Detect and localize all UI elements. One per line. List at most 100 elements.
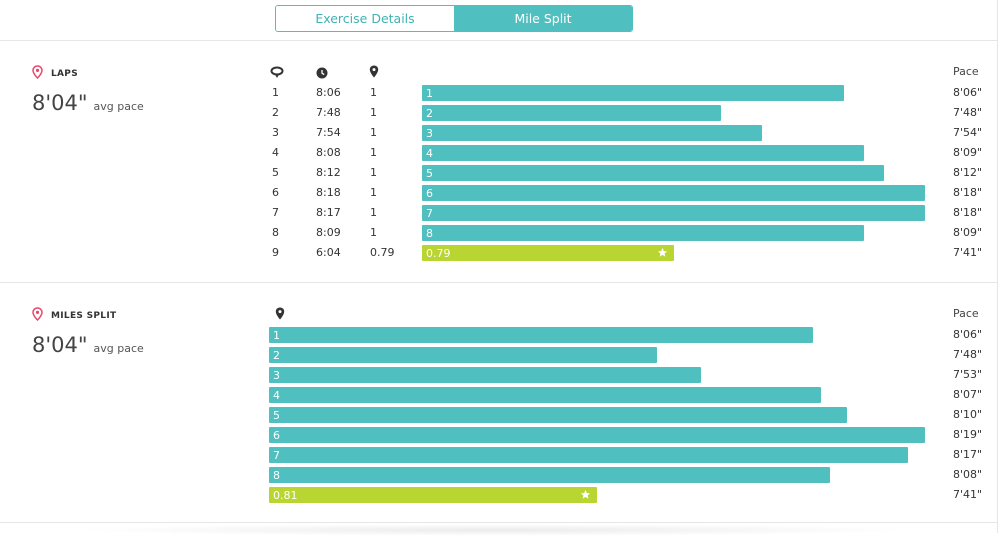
lap-number: 9 [272, 246, 279, 259]
lap-distance: 1 [370, 186, 377, 199]
split-bar: 1 [422, 85, 844, 101]
split-pace: 8'06" [953, 86, 983, 99]
section-divider [0, 282, 998, 283]
split-pace: 7'41" [953, 488, 983, 501]
split-bar-label: 1 [273, 328, 280, 342]
location-pin-icon [32, 65, 51, 82]
lap-distance: 1 [370, 206, 377, 219]
lap-distance: 1 [370, 166, 377, 179]
split-bar-label: 5 [273, 408, 280, 422]
miles-avg-value: 8'04" [32, 333, 88, 357]
partial-split-bar: 0.81 [269, 487, 597, 503]
miles-avg-label: avg pace [93, 342, 144, 355]
mile-split-row: 7 8'17" [0, 445, 998, 465]
lap-number: 7 [272, 206, 279, 219]
split-bar-label: 3 [426, 126, 433, 140]
split-pace: 8'08" [953, 468, 983, 481]
partial-split-bar: 0.79 [422, 245, 674, 261]
split-bar-label: 3 [273, 368, 280, 382]
bottom-divider [0, 522, 998, 523]
top-divider [0, 40, 998, 41]
lap-time: 8:12 [316, 166, 341, 179]
lap-number: 3 [272, 126, 279, 139]
split-pace: 8'09" [953, 226, 983, 239]
lap-row: 8 8:09 1 8 8'09" [0, 223, 998, 243]
lap-row: 6 8:18 1 6 8'18" [0, 183, 998, 203]
lap-row: 1 8:06 1 1 8'06" [0, 83, 998, 103]
clock-icon [316, 64, 328, 83]
lap-row: 3 7:54 1 3 7'54" [0, 123, 998, 143]
lap-time: 7:54 [316, 126, 341, 139]
split-bar: 2 [422, 105, 722, 121]
tab-bar: Exercise Details Mile Split [275, 5, 633, 32]
lap-time: 8:18 [316, 186, 341, 199]
split-bar-label: 7 [426, 206, 433, 220]
location-pin-icon [369, 63, 379, 82]
split-bar: 3 [269, 367, 701, 383]
split-pace: 8'12" [953, 166, 983, 179]
lap-row: 9 6:04 0.79 0.79 7'41" [0, 243, 998, 263]
tab-mile-split[interactable]: Mile Split [454, 6, 632, 31]
split-pace: 8'09" [953, 146, 983, 159]
split-pace: 7'48" [953, 106, 983, 119]
split-bar-label: 6 [426, 186, 433, 200]
mile-split-row: 6 8'19" [0, 425, 998, 445]
split-bar-label: 0.81 [273, 488, 298, 502]
mile-split-row: 4 8'07" [0, 385, 998, 405]
split-bar-label: 7 [273, 448, 280, 462]
miles-split-title: MILES SPLIT [32, 307, 116, 324]
lap-number: 4 [272, 146, 279, 159]
split-bar-label: 2 [273, 348, 280, 362]
lap-icon [270, 64, 284, 83]
mile-split-row: 5 8'10" [0, 405, 998, 425]
lap-row: 4 8:08 1 4 8'09" [0, 143, 998, 163]
lap-distance: 0.79 [370, 246, 395, 259]
split-bar: 3 [422, 125, 763, 141]
laps-title-label: LAPS [51, 68, 78, 79]
miles-split-title-label: MILES SPLIT [51, 310, 117, 321]
split-bar: 4 [269, 387, 822, 403]
split-bar: 5 [269, 407, 848, 423]
mile-split-row: 3 7'53" [0, 365, 998, 385]
star-icon [580, 489, 591, 503]
mile-split-row: 8 8'08" [0, 465, 998, 485]
split-bar: 8 [422, 225, 864, 241]
split-bar-label: 4 [273, 388, 280, 402]
split-bar: 7 [269, 447, 908, 463]
split-pace: 8'06" [953, 328, 983, 341]
laps-pace-header: Pace [953, 65, 979, 78]
location-pin-icon [32, 307, 51, 324]
location-pin-icon [275, 305, 285, 324]
split-pace: 7'41" [953, 246, 983, 259]
split-pace: 8'10" [953, 408, 983, 421]
lap-time: 8:06 [316, 86, 341, 99]
split-bar: 7 [422, 205, 925, 221]
mile-split-row: 1 8'06" [0, 325, 998, 345]
split-pace: 8'17" [953, 448, 983, 461]
split-bar-label: 8 [426, 226, 433, 240]
tab-exercise-details[interactable]: Exercise Details [276, 6, 454, 31]
lap-number: 6 [272, 186, 279, 199]
miles-avg-pace: 8'04" avg pace [32, 333, 144, 357]
lap-time: 8:17 [316, 206, 341, 219]
mile-split-row: 0.81 7'41" [0, 485, 998, 505]
lap-distance: 1 [370, 126, 377, 139]
lap-time: 6:04 [316, 246, 341, 259]
split-pace: 7'54" [953, 126, 983, 139]
split-pace: 8'07" [953, 388, 983, 401]
split-pace: 8'18" [953, 206, 983, 219]
split-bar: 6 [422, 185, 925, 201]
lap-number: 1 [272, 86, 279, 99]
star-icon [657, 247, 668, 261]
laps-title: LAPS [32, 65, 78, 82]
split-bar: 4 [422, 145, 864, 161]
split-bar: 8 [269, 467, 831, 483]
lap-number: 8 [272, 226, 279, 239]
lap-row: 5 8:12 1 5 8'12" [0, 163, 998, 183]
split-bar-label: 6 [273, 428, 280, 442]
split-bar: 5 [422, 165, 885, 181]
lap-distance: 1 [370, 226, 377, 239]
split-bar-label: 1 [426, 86, 433, 100]
lap-time: 8:08 [316, 146, 341, 159]
laps-avg-label: avg pace [93, 100, 144, 113]
